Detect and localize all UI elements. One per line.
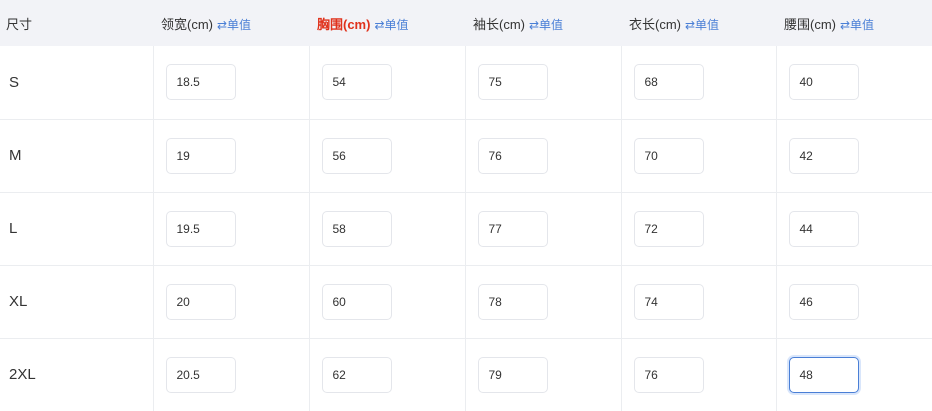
- single-value-toggle-link[interactable]: ⇄单值: [374, 17, 409, 32]
- measurement-input[interactable]: 46: [788, 283, 859, 320]
- header-column: 袖长(cm) ⇄单值: [465, 0, 621, 46]
- value-cell: 54: [309, 46, 466, 120]
- value-cell: 20.5: [153, 338, 310, 411]
- value-cell: 44: [776, 192, 932, 266]
- value-cell: 48: [776, 338, 932, 411]
- size-label: S: [0, 46, 154, 120]
- column-label: 袖长(cm): [473, 16, 525, 32]
- measurement-input[interactable]: 68: [633, 64, 704, 101]
- header-column: 领宽(cm) ⇄单值: [153, 0, 309, 46]
- header-column: 胸围(cm) ⇄单值: [309, 0, 465, 46]
- column-label: 领宽(cm): [161, 16, 213, 32]
- measurement-input[interactable]: 48: [788, 356, 859, 393]
- column-label: 腰围(cm): [784, 16, 836, 32]
- measurement-input[interactable]: 42: [788, 137, 859, 174]
- value-cell: 70: [621, 119, 777, 193]
- size-label: L: [0, 192, 154, 266]
- single-value-toggle-link[interactable]: ⇄单值: [840, 17, 875, 32]
- measurement-input[interactable]: 40: [788, 64, 859, 101]
- value-cell: 76: [621, 338, 777, 411]
- measurement-input[interactable]: 54: [321, 64, 392, 101]
- value-cell: 75: [465, 46, 622, 120]
- size-label: 2XL: [0, 338, 154, 411]
- header-size: 尺寸: [6, 16, 33, 32]
- single-value-toggle-link[interactable]: ⇄单值: [685, 17, 720, 32]
- table-row: XL 20 60 78 74 46: [0, 265, 932, 339]
- measurement-input[interactable]: 19.5: [165, 210, 236, 247]
- value-cell: 77: [465, 192, 622, 266]
- size-label: M: [0, 119, 154, 193]
- measurement-input[interactable]: 18.5: [165, 64, 236, 101]
- value-cell: 42: [776, 119, 932, 193]
- single-value-toggle-link[interactable]: ⇄单值: [529, 17, 564, 32]
- value-cell: 79: [465, 338, 622, 411]
- measurement-input[interactable]: 62: [321, 356, 392, 393]
- measurement-input[interactable]: 58: [321, 210, 392, 247]
- value-cell: 60: [309, 265, 466, 339]
- single-value-toggle-link[interactable]: ⇄单值: [217, 17, 252, 32]
- measurement-input[interactable]: 19: [165, 137, 236, 174]
- size-label: XL: [0, 265, 154, 339]
- value-cell: 58: [309, 192, 466, 266]
- value-cell: 20: [153, 265, 310, 339]
- value-cell: 74: [621, 265, 777, 339]
- value-cell: 19: [153, 119, 310, 193]
- value-cell: 78: [465, 265, 622, 339]
- table-row: M 19 56 76 70 42: [0, 119, 932, 193]
- measurement-input[interactable]: 74: [633, 283, 704, 320]
- measurement-input[interactable]: 75: [477, 64, 548, 101]
- measurement-input[interactable]: 78: [477, 283, 548, 320]
- measurement-input[interactable]: 76: [633, 356, 704, 393]
- header-column: 衣长(cm) ⇄单值: [621, 0, 776, 46]
- value-cell: 62: [309, 338, 466, 411]
- value-cell: 72: [621, 192, 777, 266]
- measurement-input[interactable]: 60: [321, 283, 392, 320]
- measurement-input[interactable]: 44: [788, 210, 859, 247]
- measurement-input[interactable]: 77: [477, 210, 548, 247]
- value-cell: 76: [465, 119, 622, 193]
- measurement-input[interactable]: 56: [321, 137, 392, 174]
- value-cell: 46: [776, 265, 932, 339]
- measurement-input[interactable]: 72: [633, 210, 704, 247]
- table-row: L 19.5 58 77 72 44: [0, 192, 932, 266]
- value-cell: 68: [621, 46, 777, 120]
- value-cell: 40: [776, 46, 932, 120]
- value-cell: 56: [309, 119, 466, 193]
- column-label: 衣长(cm): [629, 16, 681, 32]
- column-label: 胸围(cm): [317, 16, 371, 32]
- header-column: 腰围(cm) ⇄单值: [776, 0, 932, 46]
- value-cell: 18.5: [153, 46, 310, 120]
- measurement-input[interactable]: 79: [477, 356, 548, 393]
- measurement-input[interactable]: 70: [633, 137, 704, 174]
- measurement-input[interactable]: 20.5: [165, 356, 236, 393]
- value-cell: 19.5: [153, 192, 310, 266]
- table-row: S 18.5 54 75 68 40: [0, 46, 932, 120]
- measurement-input[interactable]: 20: [165, 283, 236, 320]
- table-row: 2XL 20.5 62 79 76 48: [0, 338, 932, 411]
- measurement-input[interactable]: 76: [477, 137, 548, 174]
- header-row: 尺寸 领宽(cm) ⇄单值 胸围(cm) ⇄单值 袖长(cm) ⇄单值 衣长(cm) ⇄单值腰…: [0, 0, 932, 46]
